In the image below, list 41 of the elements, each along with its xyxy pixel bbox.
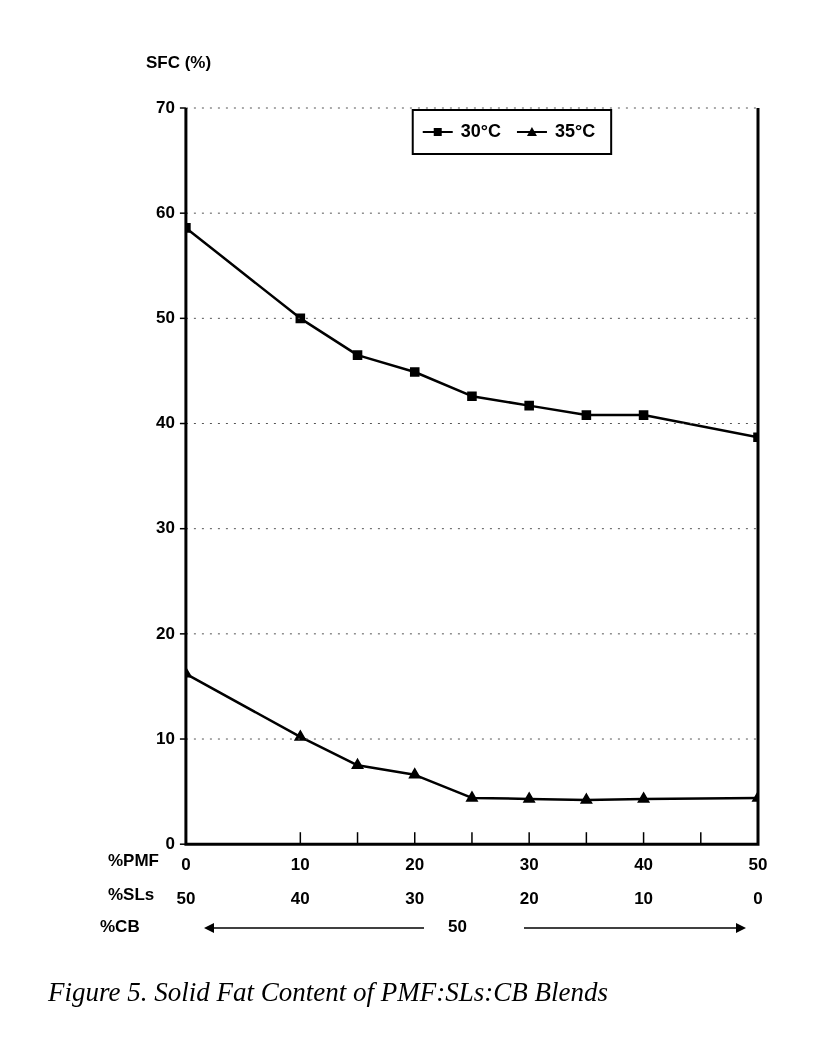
y-tick-label: 0 [165, 833, 175, 853]
y-tick-label: 10 [155, 728, 175, 748]
text: 50 [448, 917, 467, 937]
x-tick-label: 20 [405, 855, 425, 875]
point [295, 313, 306, 324]
x-tick-label: 10 [290, 855, 310, 875]
point [294, 730, 306, 741]
x2-tick-label: 0 [753, 889, 763, 909]
point [409, 768, 421, 779]
point [352, 350, 363, 360]
x2-tick-label: 40 [290, 889, 310, 909]
x-tick-label: 30 [519, 855, 539, 875]
x2-tick-label: 10 [634, 889, 654, 909]
point [638, 410, 649, 420]
x-tick-label: 40 [634, 855, 654, 875]
x2-tick-label: 50 [176, 889, 196, 909]
x2-tick-label: 30 [405, 889, 425, 909]
y-tick-label: 60 [155, 202, 175, 222]
point [581, 410, 592, 420]
y-axis-title: SFC (%) [145, 52, 212, 72]
point [409, 367, 420, 377]
point [638, 792, 650, 803]
x2-tick-label: 20 [519, 889, 539, 909]
x-axis-title: %PMF [108, 850, 159, 870]
text: %CB [100, 917, 140, 937]
point [467, 391, 477, 401]
point [523, 792, 535, 803]
point [524, 400, 534, 411]
caption: Figure 5. Solid Fat Content of PMF:SLs:CB Blends [48, 977, 609, 1008]
x-tick-label: 0 [181, 855, 191, 875]
legend-label: 30°C [460, 120, 501, 141]
y-tick-label: 40 [155, 413, 175, 433]
y-tick-label: 20 [155, 623, 175, 643]
y-tick-label: 30 [155, 518, 175, 538]
legend-label: 35°C [554, 120, 596, 141]
y-tick-label: 70 [155, 97, 175, 117]
x-tick-label: 50 [748, 855, 768, 875]
point [580, 793, 592, 804]
point [466, 791, 478, 802]
x2-axis-title: %SLs [108, 885, 155, 905]
y-tick-label: 50 [155, 308, 175, 328]
